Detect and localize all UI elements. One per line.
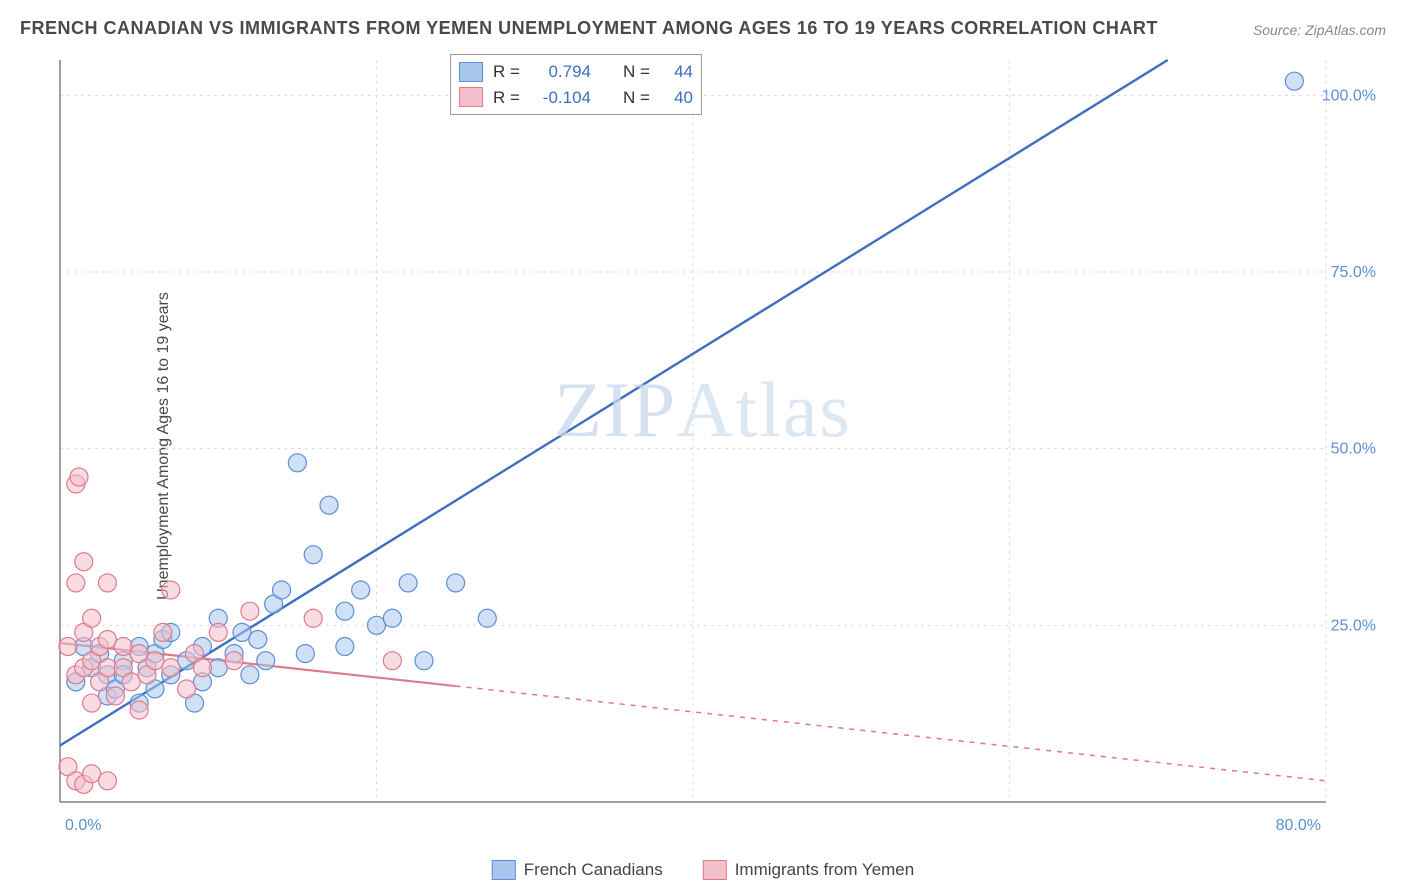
data-point	[98, 574, 116, 592]
data-point	[154, 623, 172, 641]
data-point	[257, 652, 275, 670]
data-point	[209, 623, 227, 641]
trend-line	[60, 60, 1168, 745]
data-point	[83, 609, 101, 627]
data-point	[59, 638, 77, 656]
data-point	[178, 680, 196, 698]
data-point	[249, 630, 267, 648]
legend-swatch	[459, 87, 483, 107]
data-point	[130, 701, 148, 719]
data-point	[320, 496, 338, 514]
x-tick-label: 0.0%	[65, 817, 101, 834]
legend-item: French Canadians	[492, 860, 663, 880]
data-point	[67, 574, 85, 592]
chart-title: FRENCH CANADIAN VS IMMIGRANTS FROM YEMEN…	[20, 18, 1158, 39]
n-label: N =	[623, 59, 653, 85]
legend-label: Immigrants from Yemen	[735, 860, 915, 880]
stats-legend-row: R = -0.104 N = 40	[459, 85, 693, 111]
trend-line-dashed	[456, 686, 1326, 781]
data-point	[225, 652, 243, 670]
data-point	[304, 546, 322, 564]
scatter-plot: 25.0% 50.0% 75.0% 100.0% 0.0% 80.0%	[50, 52, 1386, 842]
data-point	[304, 609, 322, 627]
data-point	[399, 574, 417, 592]
data-point	[336, 602, 354, 620]
data-point	[83, 694, 101, 712]
data-point	[70, 468, 88, 486]
data-point	[75, 553, 93, 571]
data-point	[106, 687, 124, 705]
data-point	[241, 666, 259, 684]
x-tick-label: 80.0%	[1276, 817, 1321, 834]
n-label: N =	[623, 85, 653, 111]
legend-label: French Canadians	[524, 860, 663, 880]
data-point	[336, 638, 354, 656]
r-label: R =	[493, 85, 523, 111]
data-point	[162, 581, 180, 599]
y-tick-label: 25.0%	[1331, 617, 1376, 634]
source-attribution: Source: ZipAtlas.com	[1253, 22, 1386, 38]
data-point	[1285, 72, 1303, 90]
data-point	[383, 652, 401, 670]
data-point	[478, 609, 496, 627]
data-point	[296, 645, 314, 663]
legend-item: Immigrants from Yemen	[703, 860, 915, 880]
series-legend: French Canadians Immigrants from Yemen	[492, 860, 914, 880]
data-point	[415, 652, 433, 670]
legend-swatch	[492, 860, 516, 880]
data-point	[288, 454, 306, 472]
data-point	[241, 602, 259, 620]
data-point	[162, 659, 180, 677]
y-tick-label: 75.0%	[1331, 264, 1376, 281]
data-point	[352, 581, 370, 599]
stats-legend: R = 0.794 N = 44 R = -0.104 N = 40	[450, 54, 702, 115]
data-point	[98, 772, 116, 790]
stats-legend-row: R = 0.794 N = 44	[459, 59, 693, 85]
data-point	[383, 609, 401, 627]
r-label: R =	[493, 59, 523, 85]
r-value: -0.104	[533, 85, 591, 111]
legend-swatch	[703, 860, 727, 880]
y-tick-label: 50.0%	[1331, 441, 1376, 458]
r-value: 0.794	[533, 59, 591, 85]
data-point	[447, 574, 465, 592]
n-value: 44	[663, 59, 693, 85]
legend-swatch	[459, 62, 483, 82]
data-point	[273, 581, 291, 599]
y-tick-label: 100.0%	[1322, 87, 1376, 104]
data-point	[193, 659, 211, 677]
n-value: 40	[663, 85, 693, 111]
